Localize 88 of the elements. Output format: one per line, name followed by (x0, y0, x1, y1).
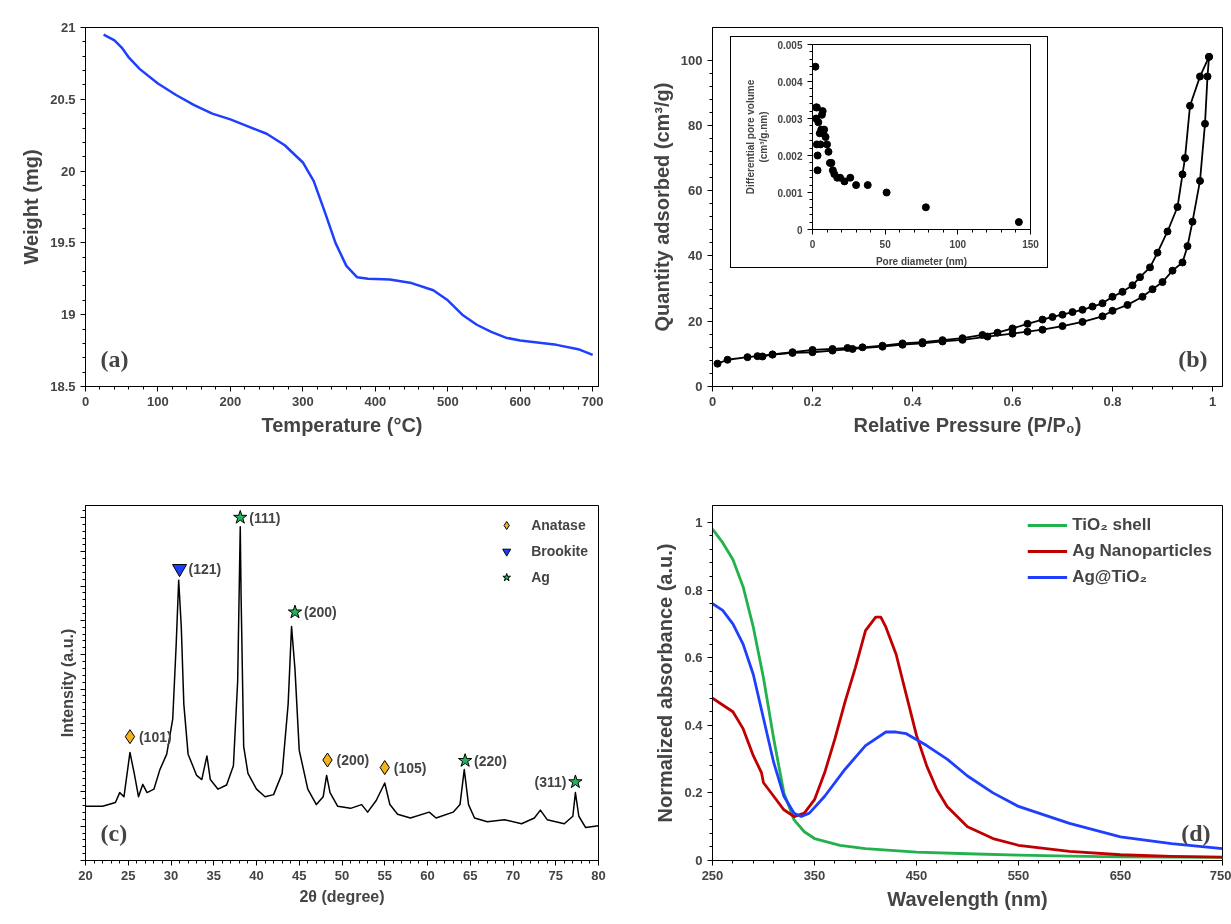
legend-label: TiO₂ shell (1072, 515, 1152, 535)
y-tick-label: 0.001 (777, 187, 803, 199)
y-tick-label: 19 (61, 307, 76, 323)
y-tick-label: 0.6 (684, 650, 703, 666)
x-tick-label: 1 (1208, 393, 1217, 409)
annotation: (a) (100, 345, 129, 372)
x-tick-label: 45 (292, 867, 307, 883)
y-axis-title: Normalized absorbance (a.u.) (654, 543, 677, 823)
x-tick-label: 20 (78, 867, 93, 883)
x-tick-label: 0.8 (1103, 393, 1122, 409)
x-tick-label: 65 (463, 867, 478, 883)
x-tick-label: 40 (249, 867, 264, 883)
x-tick-label: 25 (121, 867, 136, 883)
y-tick-label: 40 (688, 248, 703, 264)
y-tick-label: 100 (680, 52, 703, 68)
annotation: (105) (393, 759, 427, 776)
legend-label: Anatase (531, 517, 586, 533)
y-tick-label: 19.5 (50, 235, 76, 251)
x-tick-label: 0 (708, 393, 717, 409)
x-tick-label: 35 (206, 867, 221, 883)
annotation: (200) (303, 604, 337, 621)
legend-label: Ag@TiO₂ (1072, 567, 1148, 587)
y-tick-label: 0.003 (777, 113, 803, 125)
y-tick-label: 0.005 (777, 39, 803, 51)
y-tick-label: 0.8 (684, 582, 703, 598)
y-tick-label: 20 (61, 163, 76, 179)
x-tick-label: 60 (420, 867, 435, 883)
y-tick-label: 60 (688, 183, 703, 199)
y-axis-title: Weight (mg) (20, 149, 43, 265)
x-tick-label: 70 (505, 867, 521, 883)
x-tick-label: 0.6 (1003, 393, 1022, 409)
y-tick-label: 80 (688, 117, 703, 133)
x-tick-label: 80 (591, 867, 606, 883)
y-axis-title: Differential pore volume (cm³/g.nm) (745, 79, 770, 195)
x-tick-label: 50 (879, 238, 892, 250)
y-tick-label: 0.2 (684, 785, 703, 801)
x-tick-label: 0 (81, 393, 90, 409)
y-axis-title: Quantity adsorbed (cm³/g) (650, 82, 673, 332)
y-tick-label: 20.5 (50, 91, 76, 107)
legend-label: Brookite (531, 543, 588, 559)
x-tick-label: 55 (377, 867, 392, 883)
annotation: (220) (474, 752, 507, 769)
x-tick-label: 0.2 (803, 393, 822, 409)
y-tick-label: 0 (695, 853, 703, 868)
x-tick-label: 0 (809, 238, 816, 250)
y-tick-label: 0 (796, 224, 803, 236)
y-axis-title: Intensity (a.u.) (58, 628, 76, 738)
x-axis-title: 2θ (degree) (299, 887, 385, 905)
x-tick-label: 500 (436, 393, 459, 409)
y-tick-label: 0 (695, 379, 703, 394)
x-tick-label: 550 (1007, 867, 1030, 883)
y-tick-label: 0.4 (684, 717, 704, 733)
x-axis-title: Pore diameter (nm) (875, 255, 968, 267)
y-tick-label: 0.004 (777, 76, 803, 88)
annotation: (121) (188, 560, 222, 577)
x-tick-label: 50 (334, 867, 350, 883)
y-tick-label: 20 (688, 313, 703, 329)
y-tick-label: 18.5 (50, 379, 76, 394)
legend-label: Ag (531, 569, 551, 585)
x-tick-label: 0.4 (903, 393, 923, 409)
annotation: (200) (336, 752, 370, 768)
x-tick-label: 75 (548, 867, 563, 883)
y-tick-label: 0.002 (777, 150, 803, 162)
y-tick-label: 21 (61, 20, 76, 35)
x-tick-label: 100 (147, 393, 169, 409)
x-tick-label: 350 (803, 867, 826, 883)
x-tick-label: 400 (364, 393, 387, 409)
x-tick-label: 150 (1022, 238, 1040, 250)
x-tick-label: 30 (163, 867, 179, 883)
x-tick-label: 750 (1209, 867, 1231, 883)
x-tick-label: 600 (509, 393, 532, 409)
annotation: (311) (534, 773, 567, 790)
annotation: (c) (100, 819, 128, 846)
legend-label: Ag Nanoparticles (1072, 541, 1212, 561)
x-axis-title: Relative Pressure (P/P₀) (853, 413, 1082, 436)
x-tick-label: 250 (701, 867, 724, 883)
x-tick-label: 650 (1109, 867, 1132, 883)
x-tick-label: 100 (949, 238, 967, 250)
x-tick-label: 300 (292, 393, 314, 409)
x-tick-label: 700 (581, 393, 604, 409)
y-tick-label: 1 (695, 514, 703, 530)
x-axis-title: Wavelength (nm) (887, 887, 1048, 910)
x-tick-label: 200 (219, 393, 242, 409)
annotation: (d) (1181, 819, 1211, 846)
annotation: (111) (249, 509, 281, 526)
x-tick-label: 450 (905, 867, 928, 883)
x-axis-title: Temperature (°C) (261, 413, 423, 436)
annotation: (b) (1178, 345, 1208, 372)
